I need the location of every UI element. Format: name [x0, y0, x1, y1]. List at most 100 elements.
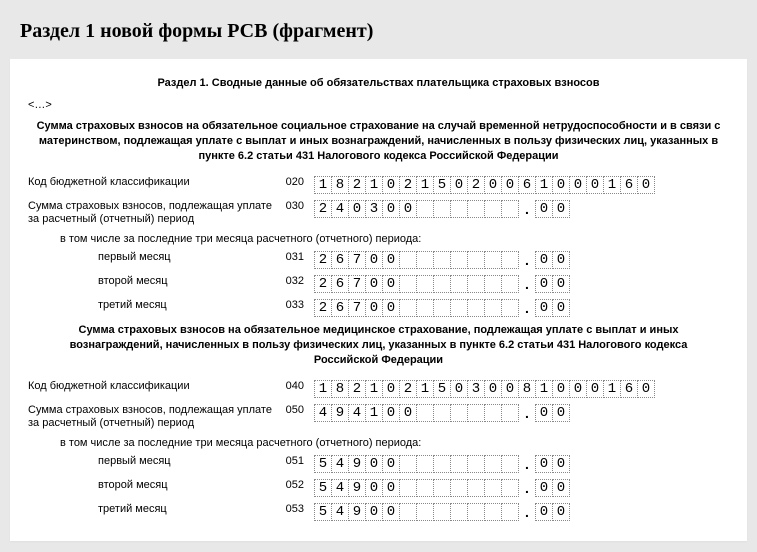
cell	[450, 299, 468, 317]
cell	[467, 299, 485, 317]
cell: 6	[331, 275, 349, 293]
cell: 5	[433, 380, 451, 398]
row-code: 033	[278, 299, 314, 311]
cell: 7	[348, 275, 366, 293]
cell	[399, 455, 417, 473]
cell: 0	[552, 299, 570, 317]
ellipsis-marker: <…>	[28, 99, 729, 111]
cell: 0	[382, 275, 400, 293]
cell	[467, 404, 485, 422]
cell: 0	[535, 404, 553, 422]
cell: 0	[365, 503, 383, 521]
cell	[501, 455, 519, 473]
row-code: 032	[278, 275, 314, 287]
row-label: Код бюджетной классификации	[28, 380, 278, 394]
cell: 0	[535, 200, 553, 218]
cell: 0	[552, 404, 570, 422]
decimal-dot: .	[525, 503, 529, 521]
cell: 5	[433, 176, 451, 194]
cell	[467, 503, 485, 521]
cell-group: 54900	[314, 503, 519, 521]
cell: 0	[382, 404, 400, 422]
cell: 1	[314, 176, 332, 194]
cells-wrap: 26700.00	[314, 275, 570, 293]
cell: 1	[603, 380, 621, 398]
cell: 0	[552, 251, 570, 269]
cell: 5	[314, 479, 332, 497]
cell	[433, 275, 451, 293]
cell	[501, 275, 519, 293]
cell	[416, 404, 434, 422]
form-row: третий месяц03326700.00	[28, 299, 729, 317]
cell: 2	[314, 299, 332, 317]
cell: 0	[586, 176, 604, 194]
cell: 4	[348, 404, 366, 422]
decimal-dot: .	[525, 251, 529, 269]
block-a-months: первый месяц03126700.00второй месяц03226…	[28, 251, 729, 317]
cell	[433, 299, 451, 317]
row-label: третий месяц	[28, 299, 278, 313]
row-code: 053	[278, 503, 314, 515]
cell	[450, 479, 468, 497]
cell: 1	[314, 380, 332, 398]
cell-group: 18210215030081000160	[314, 380, 655, 398]
cell	[399, 275, 417, 293]
block-b-rows: Код бюджетной классификации0401821021503…	[28, 380, 729, 432]
cell: 8	[331, 176, 349, 194]
cell: 0	[348, 200, 366, 218]
decimal-dot: .	[525, 455, 529, 473]
cells-wrap: 494100.00	[314, 404, 570, 422]
cell: 4	[331, 200, 349, 218]
cell	[484, 455, 502, 473]
cell: 1	[416, 176, 434, 194]
cell: 2	[399, 380, 417, 398]
cell	[484, 200, 502, 218]
row-label: второй месяц	[28, 479, 278, 493]
cell: 0	[450, 176, 468, 194]
cell: 9	[348, 503, 366, 521]
cell: 0	[586, 380, 604, 398]
form-row: Сумма страховых взносов, подлежащая упла…	[28, 404, 729, 432]
cells-wrap: 18210215030081000160	[314, 380, 655, 398]
cell: 0	[399, 200, 417, 218]
cell: 1	[535, 380, 553, 398]
cell-group: 26700	[314, 251, 519, 269]
cell-group: 18210215020061000160	[314, 176, 655, 194]
cell: 0	[535, 251, 553, 269]
cell	[433, 455, 451, 473]
cell: 0	[552, 275, 570, 293]
cell	[484, 251, 502, 269]
form-row: Код бюджетной классификации0201821021502…	[28, 176, 729, 194]
cell	[450, 404, 468, 422]
row-label: первый месяц	[28, 455, 278, 469]
cell: 3	[365, 200, 383, 218]
block-a-subnote: в том числе за последние три месяца расч…	[60, 233, 729, 245]
cell-group: 54900	[314, 479, 519, 497]
cell: 0	[484, 176, 502, 194]
cell: 0	[501, 176, 519, 194]
cell: 4	[331, 455, 349, 473]
cell	[467, 200, 485, 218]
cell: 1	[365, 404, 383, 422]
cell: 6	[620, 380, 638, 398]
cell: 1	[365, 380, 383, 398]
form-row: второй месяц03226700.00	[28, 275, 729, 293]
decimal-dot: .	[525, 479, 529, 497]
cell: 0	[399, 404, 417, 422]
cell: 0	[382, 251, 400, 269]
cells-wrap: 18210215020061000160	[314, 176, 655, 194]
cell: 8	[331, 380, 349, 398]
cell: 4	[331, 503, 349, 521]
cell: 0	[365, 455, 383, 473]
cell	[433, 404, 451, 422]
decimal-dot: .	[525, 275, 529, 293]
cell: 0	[637, 176, 655, 194]
cell: 0	[552, 176, 570, 194]
cell: 5	[314, 503, 332, 521]
cell: 7	[348, 299, 366, 317]
row-code: 030	[278, 200, 314, 212]
cell	[484, 275, 502, 293]
cell: 0	[382, 479, 400, 497]
decimal-dot: .	[525, 200, 529, 218]
cell	[433, 479, 451, 497]
